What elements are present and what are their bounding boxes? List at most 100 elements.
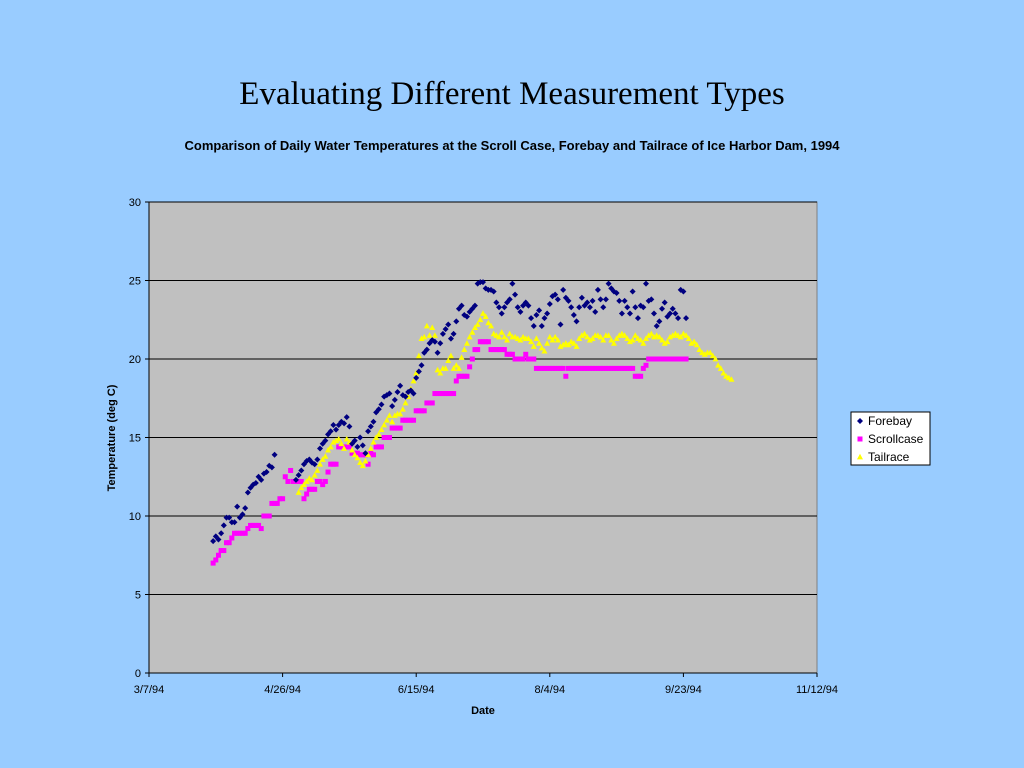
chart-title: Comparison of Daily Water Temperatures a… <box>184 138 840 153</box>
scrollcase-point <box>304 491 310 497</box>
forebay-point <box>506 296 513 303</box>
legend-label-tailrace: Tailrace <box>868 450 910 464</box>
forebay-point <box>365 428 372 435</box>
scrollcase-point <box>608 365 614 371</box>
scrollcase-point <box>274 500 280 506</box>
scrollcase-point <box>240 530 246 536</box>
forebay-point <box>447 335 454 342</box>
tailrace-point <box>354 454 361 461</box>
tailrace-point <box>325 446 332 453</box>
tailrace-point <box>314 467 321 473</box>
forebay-point <box>667 310 674 317</box>
y-tick-label: 10 <box>129 511 141 523</box>
tailrace-point <box>333 437 340 444</box>
forebay-point <box>346 423 353 430</box>
tailrace-point <box>480 310 486 316</box>
forebay-point <box>231 519 238 526</box>
forebay-point <box>669 305 676 312</box>
forebay-point <box>330 421 337 428</box>
scrollcase-point <box>226 540 232 546</box>
scrollcase-point <box>549 365 555 371</box>
tailrace-point <box>544 340 551 346</box>
forebay-point <box>600 304 607 311</box>
scrollcase-point <box>614 365 620 371</box>
scrollcase-point <box>640 365 646 371</box>
scrollcase-point <box>421 408 427 414</box>
scrollcase-point <box>298 478 304 484</box>
scrollcase-point <box>552 365 558 371</box>
tailrace-point <box>338 440 345 447</box>
scrollcase-point <box>485 339 491 345</box>
scrollcase-point <box>592 365 598 371</box>
scrollcase-point <box>386 435 392 440</box>
scrollcase-point <box>531 356 537 362</box>
tailrace-point <box>421 333 428 340</box>
scrollcase-point <box>419 408 425 414</box>
forebay-point <box>389 403 396 410</box>
scrollcase-point <box>603 365 609 371</box>
scrollcase-point <box>346 444 352 450</box>
scrollcase-point <box>533 365 539 371</box>
forebay-point <box>314 456 321 463</box>
x-tick-label: 9/23/94 <box>665 684 702 696</box>
tailrace-point <box>447 352 454 359</box>
forebay-point <box>423 346 430 353</box>
tailrace-point <box>648 330 655 337</box>
tailrace-point <box>426 332 433 338</box>
forebay-point <box>418 362 425 369</box>
scrollcase-point <box>664 356 670 362</box>
forebay-point <box>453 318 460 325</box>
tailrace-point <box>308 476 315 483</box>
forebay-point <box>252 480 259 487</box>
scrollcase-point <box>606 365 612 371</box>
forebay-point <box>642 280 649 287</box>
scrollcase-point <box>512 356 518 362</box>
tailrace-point <box>445 357 452 363</box>
scrollcase-point <box>619 365 625 371</box>
scrollcase-point <box>600 365 606 371</box>
scrollcase-point <box>525 356 531 362</box>
tailrace-point <box>370 439 377 445</box>
tailrace-point <box>413 369 420 376</box>
tailrace-point <box>423 322 430 329</box>
forebay-point <box>458 302 465 309</box>
forebay-point <box>463 313 470 320</box>
forebay-point <box>618 310 625 317</box>
forebay-point <box>509 280 516 287</box>
scrollcase-point <box>501 347 507 353</box>
forebay-point <box>445 321 452 328</box>
scrollcase-point <box>560 365 566 371</box>
scrollcase-point <box>616 365 622 371</box>
tailrace-point <box>418 335 425 341</box>
tailrace-point <box>429 324 436 330</box>
x-tick-label: 4/26/94 <box>264 684 301 696</box>
forebay-point <box>480 279 486 286</box>
scrollcase-point <box>598 365 604 371</box>
tailrace-point <box>327 443 334 450</box>
scrollcase-point <box>378 444 384 450</box>
tailrace-point <box>450 365 457 371</box>
scrollcase-point <box>248 522 254 528</box>
tailrace-point <box>637 336 644 343</box>
tailrace-point <box>600 336 607 343</box>
tailrace-point <box>701 351 708 357</box>
tailrace-point <box>570 340 577 346</box>
forebay-point <box>648 296 655 303</box>
forebay-point <box>442 326 449 333</box>
tailrace-point <box>498 329 505 335</box>
tailrace-point <box>351 451 358 458</box>
forebay-point <box>215 536 222 543</box>
forebay-point <box>378 401 385 408</box>
scrollcase-point <box>536 365 542 371</box>
scrollcase-point <box>365 461 371 467</box>
scrollcase-point <box>336 444 342 450</box>
scrollcase-point <box>469 356 475 362</box>
scrollcase-point <box>528 356 534 362</box>
scrollcase-point <box>213 557 219 563</box>
tailrace-point <box>381 421 388 428</box>
forebay-point <box>675 315 682 322</box>
tailrace-point <box>728 376 735 382</box>
forebay-point <box>651 310 658 317</box>
tailrace-point <box>375 431 382 437</box>
tailrace-point <box>501 333 508 340</box>
